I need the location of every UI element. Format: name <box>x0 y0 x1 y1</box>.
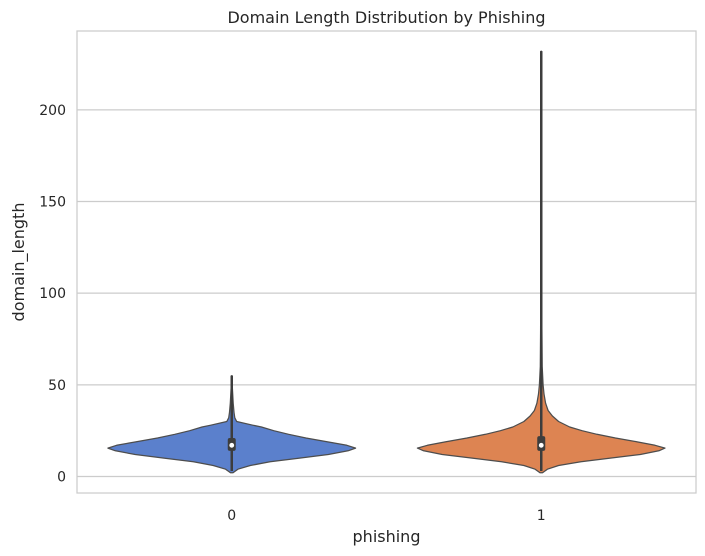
x-tick-label: 0 <box>227 508 236 524</box>
y-tick-label: 0 <box>57 470 66 486</box>
plot-area <box>76 30 697 494</box>
y-tick-label: 200 <box>39 103 66 119</box>
gridlines <box>77 109 696 478</box>
y-tick-label: 150 <box>39 195 66 211</box>
y-tick-labels: 0 50 100 150 200 <box>39 103 66 486</box>
median-marker-1 <box>538 442 544 448</box>
y-tick-label: 100 <box>39 286 66 302</box>
violins <box>107 50 666 474</box>
median-marker-0 <box>229 442 235 448</box>
x-axis-title: phishing <box>353 527 421 546</box>
chart-title: Domain Length Distribution by Phishing <box>227 8 545 27</box>
y-tick-label: 50 <box>48 378 66 394</box>
y-axis-title: domain_length <box>9 203 29 322</box>
x-tick-label: 1 <box>537 508 546 524</box>
